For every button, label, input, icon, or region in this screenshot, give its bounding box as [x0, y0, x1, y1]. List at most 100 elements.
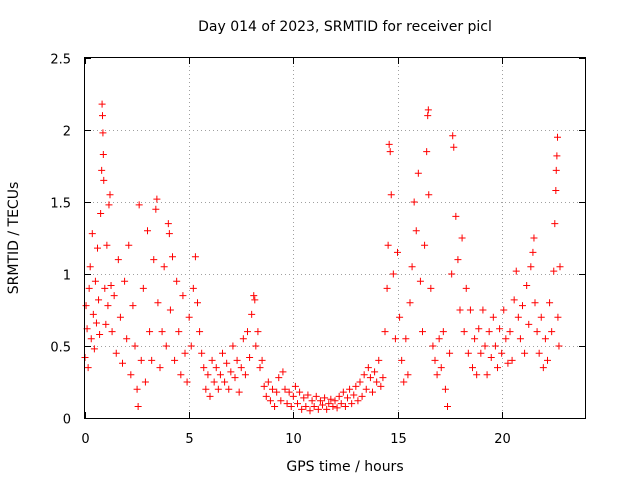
data-point	[489, 313, 497, 321]
data-point	[87, 335, 95, 343]
data-point	[424, 112, 432, 120]
data-point	[333, 404, 341, 412]
data-point	[187, 342, 195, 350]
data-point	[429, 342, 437, 350]
data-point	[99, 150, 107, 158]
data-point	[153, 195, 161, 203]
data-point	[544, 356, 551, 364]
data-point	[129, 302, 137, 310]
x-tick-label: 10	[285, 432, 302, 447]
data-point	[496, 325, 504, 333]
data-point	[548, 328, 556, 336]
data-point	[260, 382, 268, 390]
data-point	[281, 385, 289, 393]
data-point	[373, 378, 381, 386]
data-point	[99, 129, 107, 137]
data-point	[171, 356, 179, 364]
data-point	[377, 382, 385, 390]
data-point	[381, 328, 389, 336]
data-point	[446, 349, 454, 357]
data-point	[400, 378, 408, 386]
data-point	[504, 359, 512, 367]
data-point	[106, 191, 114, 199]
data-point	[110, 292, 118, 300]
data-point	[104, 302, 112, 310]
data-point	[221, 378, 229, 386]
data-point	[121, 277, 129, 285]
data-point	[266, 397, 274, 405]
data-point	[283, 400, 291, 408]
data-point	[241, 371, 249, 379]
data-point	[158, 328, 166, 336]
data-point	[102, 320, 110, 328]
data-point	[437, 364, 445, 372]
data-point	[223, 359, 231, 367]
data-point	[491, 342, 499, 350]
data-point	[183, 378, 191, 386]
x-axis-ticks: 0 5 10 15 20	[81, 58, 511, 447]
data-point	[375, 356, 383, 364]
data-point	[402, 335, 410, 343]
data-point	[371, 368, 379, 376]
data-point	[119, 359, 126, 367]
data-point	[212, 364, 220, 372]
data-point	[316, 397, 324, 405]
x-axis-label: GPS time / hours	[286, 459, 403, 475]
data-point	[469, 364, 476, 372]
data-point	[391, 335, 399, 343]
data-point	[424, 106, 432, 114]
data-point	[423, 148, 431, 156]
data-point	[502, 335, 510, 343]
data-point	[90, 345, 98, 353]
data-point	[362, 385, 370, 393]
data-point	[456, 306, 464, 314]
chart-title: Day 014 of 2023, SRMTID for receiver pic…	[198, 19, 492, 35]
data-point	[134, 402, 142, 410]
data-point	[450, 143, 458, 151]
y-tick-label: 1	[63, 269, 71, 284]
data-point	[289, 392, 297, 400]
data-point	[89, 310, 97, 318]
data-point	[369, 388, 376, 396]
data-point	[179, 292, 187, 300]
data-point	[114, 256, 122, 264]
data-point	[314, 405, 322, 413]
data-point	[479, 306, 487, 314]
data-point	[300, 394, 308, 402]
data-point	[250, 292, 258, 300]
data-point	[460, 328, 468, 336]
data-point	[107, 282, 115, 290]
data-point	[396, 313, 404, 321]
data-point	[96, 330, 104, 338]
data-point	[312, 392, 320, 400]
data-point	[160, 263, 168, 271]
data-point	[406, 299, 414, 307]
data-point	[225, 385, 233, 393]
data-point	[500, 306, 508, 314]
data-point	[527, 263, 535, 271]
data-point	[271, 402, 279, 410]
data-point	[165, 230, 173, 238]
data-point	[269, 385, 276, 393]
data-point	[441, 385, 449, 393]
data-point	[285, 388, 293, 396]
data-point	[208, 356, 216, 364]
data-point	[533, 328, 541, 336]
data-point	[554, 313, 562, 321]
data-points	[81, 100, 564, 415]
data-point	[444, 402, 451, 410]
data-point	[275, 374, 283, 382]
data-point	[379, 374, 387, 382]
data-point	[462, 284, 470, 292]
data-point	[325, 400, 333, 408]
data-point	[358, 392, 366, 400]
data-point	[506, 328, 514, 336]
y-tick-label: 2	[63, 125, 71, 140]
data-point	[152, 205, 160, 213]
data-point	[94, 244, 101, 252]
data-point	[216, 371, 224, 379]
y-tick-label: 1.5	[50, 197, 71, 212]
data-point	[408, 263, 416, 271]
data-point	[481, 342, 489, 350]
data-point	[91, 277, 99, 285]
